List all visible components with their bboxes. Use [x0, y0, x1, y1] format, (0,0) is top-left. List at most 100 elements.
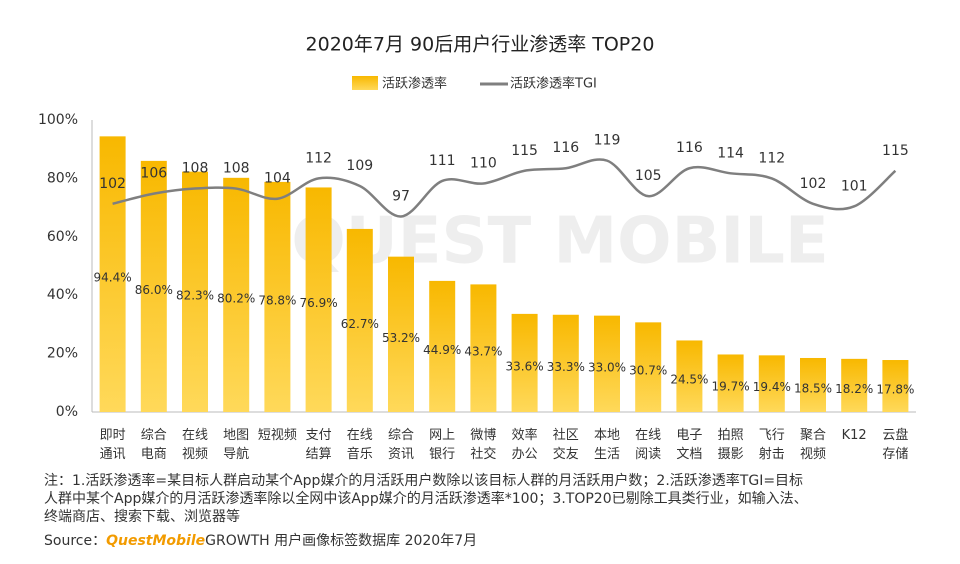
- line-value-label: 106: [140, 166, 167, 182]
- tgi-line: [112, 158, 897, 218]
- note-line: 终端商店、搜索下载、浏览器等: [44, 509, 240, 525]
- bar: [882, 360, 909, 412]
- bar: [717, 354, 744, 412]
- line-value-label: 116: [552, 140, 579, 156]
- bar: [511, 313, 538, 412]
- bar-value-label: 33.3%: [547, 360, 585, 374]
- bar: [99, 136, 126, 413]
- bar-value-label: 33.0%: [588, 360, 626, 374]
- x-tick-label: 拍照 摄影: [717, 428, 744, 462]
- y-tick-label: 60%: [47, 229, 78, 245]
- note-line: 人群中某个App媒介的月活跃渗透率除以全网中该App媒介的月活跃渗透率*100；…: [44, 491, 808, 507]
- bar-value-label: 44.9%: [423, 343, 461, 357]
- line-value-label: 112: [758, 150, 785, 166]
- line-value-label: 97: [392, 188, 410, 204]
- bar: [594, 315, 620, 412]
- line-value-label: 105: [635, 168, 662, 184]
- line-value-label: 115: [511, 143, 538, 159]
- bar-value-label: 53.2%: [382, 331, 420, 345]
- line-value-label: 101: [841, 178, 868, 194]
- bar: [388, 256, 414, 412]
- chart-title: 2020年7月 90后用户行业渗透率 TOP20: [306, 34, 655, 56]
- legend-swatch: [352, 76, 378, 90]
- line-value-label: 108: [182, 161, 209, 177]
- x-tick-label: 网上 银行: [429, 428, 456, 462]
- bar: [841, 358, 868, 412]
- y-tick-label: 100%: [38, 112, 78, 128]
- line-value-label: 115: [882, 143, 909, 159]
- note-line: 注：1.活跃渗透率=某目标人群启动某个App媒介的月活跃用户数除以该目标人群的月…: [44, 473, 804, 489]
- x-tick-label: 综合 电商: [140, 428, 167, 462]
- line-value-label: 108: [223, 161, 250, 177]
- line-value-label: 102: [800, 176, 827, 192]
- source-prefix: Source：: [44, 533, 107, 549]
- notes: 注：1.活跃渗透率=某目标人群启动某个App媒介的月活跃用户数除以该目标人群的月…: [44, 472, 944, 526]
- bar-value-label: 94.4%: [94, 271, 132, 285]
- bar-value-label: 17.8%: [876, 383, 914, 397]
- x-tick-label: 即时 通讯: [99, 428, 126, 462]
- bar: [676, 340, 703, 412]
- line-value-label: 112: [305, 150, 332, 166]
- x-tick-label: 地图 导航: [223, 428, 250, 462]
- x-tick-label: 在线 视频: [181, 428, 208, 462]
- bar: [552, 314, 579, 412]
- bar-value-label: 18.5%: [794, 381, 832, 395]
- x-tick-label: 综合 资讯: [387, 428, 414, 462]
- line-value-label: 104: [264, 171, 291, 187]
- y-tick-label: 0%: [56, 404, 78, 420]
- bar-value-label: 18.2%: [835, 382, 873, 396]
- y-tick-label: 20%: [47, 346, 78, 362]
- line-value-label: 119: [594, 133, 621, 149]
- x-tick-label: K12: [841, 428, 867, 443]
- line-value-label: 116: [676, 140, 703, 156]
- source-brand: QuestMobile: [106, 533, 206, 549]
- bar-value-label: 62.7%: [341, 317, 379, 331]
- x-tick-label: 飞行 射击: [758, 428, 785, 462]
- bar: [264, 181, 291, 412]
- bar: [758, 355, 785, 412]
- bar: [635, 322, 662, 412]
- bar-value-label: 43.7%: [464, 345, 502, 359]
- x-tick-label: 在线 阅读: [635, 428, 662, 462]
- bar-value-label: 76.9%: [300, 296, 338, 310]
- y-tick-label: 80%: [47, 170, 78, 186]
- bar-value-label: 82.3%: [176, 288, 214, 302]
- bar: [470, 284, 497, 412]
- bar: [800, 357, 826, 412]
- bar: [140, 160, 167, 412]
- line-value-label: 110: [470, 155, 497, 171]
- bar-value-label: 19.4%: [753, 380, 791, 394]
- source-text: GROWTH 用户画像标签数据库 2020年7月: [205, 533, 478, 549]
- x-tick-label: 微博 社交: [470, 428, 497, 462]
- x-tick-label: 在线 音乐: [346, 428, 373, 462]
- watermark: QUEST MOBILE: [291, 205, 828, 279]
- bar: [429, 280, 456, 412]
- source: Source：QuestMobileGROWTH 用户画像标签数据库 2020年…: [44, 530, 477, 550]
- x-tick-label: 电子 文档: [676, 428, 703, 462]
- bar-value-label: 30.7%: [629, 364, 667, 378]
- line-value-label: 114: [717, 145, 744, 161]
- bar: [182, 171, 208, 412]
- bar-value-label: 86.0%: [135, 283, 173, 297]
- x-tick-label: 短视频: [257, 428, 297, 443]
- line-value-label: 111: [429, 153, 456, 169]
- bar-value-label: 19.7%: [712, 380, 750, 394]
- bar: [305, 187, 332, 412]
- legend-label: 活跃渗透率: [382, 76, 447, 92]
- line-value-label: 109: [346, 158, 373, 174]
- bar: [346, 228, 373, 412]
- x-tick-label: 支付 结算: [305, 428, 332, 462]
- x-tick-label: 本地 生活: [593, 428, 620, 462]
- x-tick-label: 聚合 视频: [799, 428, 826, 462]
- bar: [223, 177, 250, 412]
- bar-value-label: 24.5%: [670, 373, 708, 387]
- legend-label: 活跃渗透率TGI: [510, 76, 597, 92]
- x-tick-label: 社区 交友: [552, 428, 579, 462]
- y-tick-label: 40%: [47, 287, 78, 303]
- x-tick-label: 云盘 存储: [882, 428, 909, 462]
- bar-value-label: 80.2%: [217, 291, 255, 305]
- line-value-label: 102: [99, 176, 126, 192]
- bar-value-label: 78.8%: [258, 293, 296, 307]
